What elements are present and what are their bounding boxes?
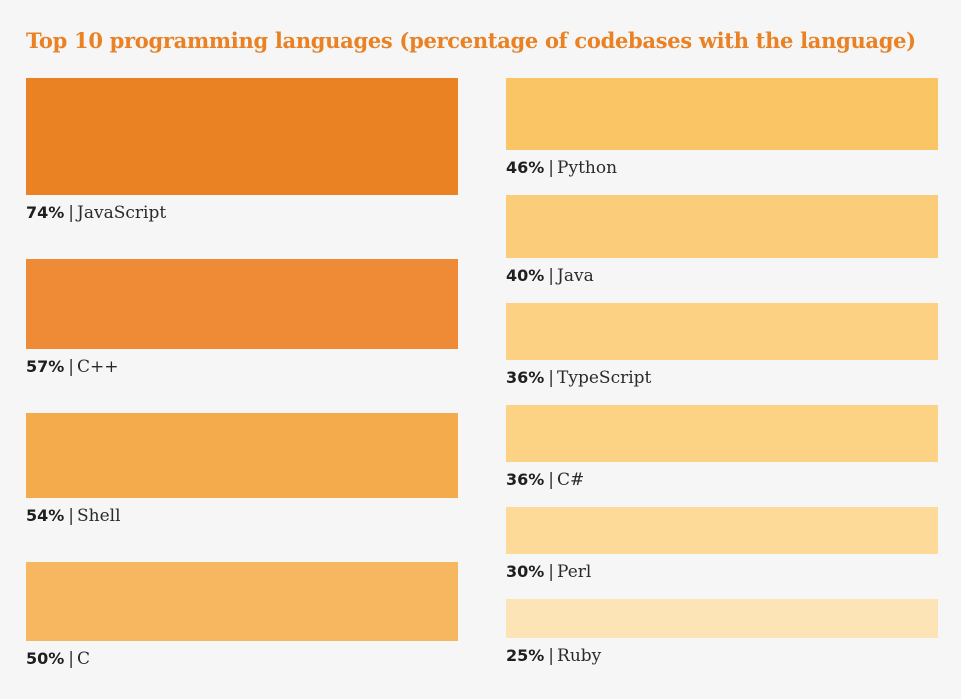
bar-label: 74% | JavaScript: [26, 203, 166, 223]
category-label: TypeScript: [557, 368, 652, 388]
bar-label: 57% | C++: [26, 357, 119, 377]
category-label: Python: [557, 158, 618, 178]
bar-shell: [26, 413, 458, 498]
bar-label: 36% | TypeScript: [506, 368, 651, 388]
bar-label: 50% | C: [26, 649, 90, 669]
bar-java: [506, 195, 938, 258]
value-label: 57%: [26, 357, 65, 376]
category-label: C++: [77, 357, 119, 377]
category-label: Java: [557, 266, 594, 286]
bar-javascript: [26, 78, 458, 195]
bar-label: 46% | Python: [506, 158, 617, 178]
bar-label: 36% | C#: [506, 470, 584, 490]
bar-python: [506, 78, 938, 150]
category-label: C: [77, 649, 91, 669]
label-separator: |: [548, 158, 555, 178]
value-label: 30%: [506, 562, 545, 581]
bar-label: 30% | Perl: [506, 562, 591, 582]
bar-c: [26, 562, 458, 641]
value-label: 25%: [506, 646, 545, 665]
value-label: 50%: [26, 649, 65, 668]
value-label: 74%: [26, 203, 65, 222]
label-separator: |: [548, 646, 555, 666]
value-label: 36%: [506, 470, 545, 489]
bar-label: 54% | Shell: [26, 506, 121, 526]
category-label: Perl: [557, 562, 592, 582]
bar-perl: [506, 507, 938, 554]
label-separator: |: [548, 562, 555, 582]
value-label: 46%: [506, 158, 545, 177]
bar-c-: [26, 259, 458, 349]
bar-label: 40% | Java: [506, 266, 594, 286]
bar-label: 25% | Ruby: [506, 646, 601, 666]
label-separator: |: [68, 203, 75, 223]
value-label: 54%: [26, 506, 65, 525]
label-separator: |: [548, 266, 555, 286]
category-label: Shell: [77, 506, 121, 526]
category-label: C#: [557, 470, 585, 490]
bar-c-: [506, 405, 938, 462]
category-label: JavaScript: [77, 203, 167, 223]
value-label: 36%: [506, 368, 545, 387]
label-separator: |: [548, 470, 555, 490]
bar-ruby: [506, 599, 938, 638]
value-label: 40%: [506, 266, 545, 285]
chart-title: Top 10 programming languages (percentage…: [26, 28, 916, 53]
label-separator: |: [68, 649, 75, 669]
label-separator: |: [68, 357, 75, 377]
category-label: Ruby: [557, 646, 602, 666]
bar-typescript: [506, 303, 938, 360]
label-separator: |: [548, 368, 555, 388]
label-separator: |: [68, 506, 75, 526]
